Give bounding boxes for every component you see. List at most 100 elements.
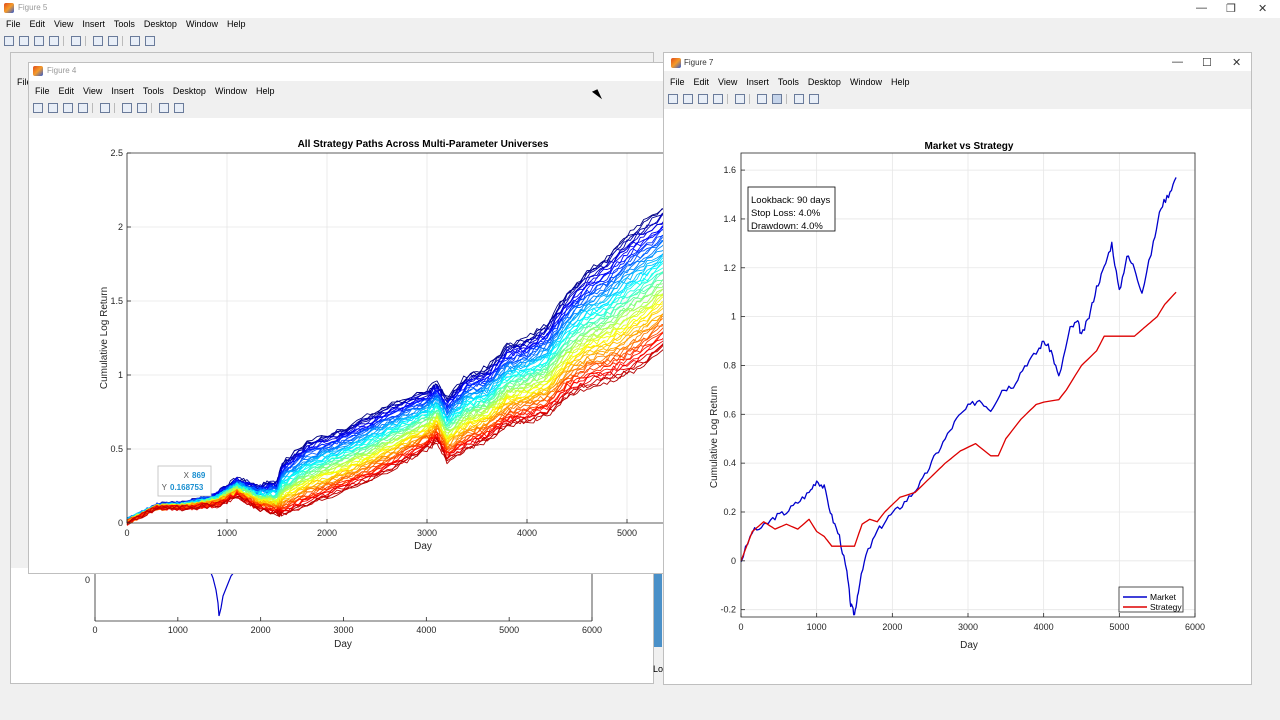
figure7-legend[interactable]: Market Strategy [1118,586,1184,613]
minimize-icon[interactable]: — [1172,56,1183,68]
link-plot-icon[interactable] [100,103,110,113]
menu-view[interactable]: View [83,86,103,96]
figure5-titlebar[interactable]: Figure 5 — ❐ ✕ [0,0,1280,18]
datatip-y-value: 0.168753 [170,483,204,492]
figure7-chart-title: Market vs Strategy [925,141,1014,152]
menu-insert[interactable]: Insert [82,19,105,29]
colorbar-icon[interactable] [122,103,132,113]
annotation-frame [747,186,836,232]
menu-insert[interactable]: Insert [111,86,134,96]
open-file-icon[interactable] [48,103,58,113]
figure7-ytick-label: 0.4 [723,458,736,468]
figure4-grid [127,153,663,523]
hidden-menu-file[interactable]: File [17,77,32,87]
figure4-strategy-path [126,208,663,524]
figure7-ytick-label: 0.2 [723,507,736,517]
figure4-xtick-label: 5000 [617,528,637,538]
figure7-window: Figure 7 — ☐ ✕ File Edit View Insert Tools De… [663,52,1252,685]
menu-tools[interactable]: Tools [777,77,799,87]
partial-blue-strip [654,572,662,647]
new-figure-icon[interactable] [668,94,678,104]
menu-view[interactable]: View [718,77,738,87]
print-icon[interactable] [713,94,723,104]
menu-desktop[interactable]: Desktop [143,19,177,29]
colorbar-icon[interactable] [757,94,767,104]
print-icon[interactable] [49,36,59,46]
close-icon[interactable]: ✕ [1258,3,1268,15]
menu-tools[interactable]: Tools [142,86,164,96]
print-icon[interactable] [78,103,88,113]
maximize-icon[interactable]: ☐ [1202,57,1212,69]
colorbar-icon[interactable] [93,36,103,46]
menu-window[interactable]: Window [185,19,218,29]
open-file-icon[interactable] [19,36,29,46]
figure7-ylabel: Cumulative Log Return [709,386,720,488]
figure4-strategy-path [126,342,663,523]
save-icon[interactable] [63,103,73,113]
figure7-xtick-label: 4000 [1034,622,1054,632]
legend-icon[interactable] [137,103,147,113]
menu-desktop[interactable]: Desktop [172,86,206,96]
save-icon[interactable] [698,94,708,104]
menu-help[interactable]: Help [255,86,275,96]
figure4-xtick-label: 3000 [417,528,437,538]
figure7-xtick-label: 0 [738,622,743,632]
figure4-menubar: File Edit View Insert Tools Desktop Window Help [29,83,663,99]
figure4-titlebar[interactable]: Figure 4 [29,63,663,81]
link-plot-icon[interactable] [735,94,745,104]
menu-view[interactable]: View [54,19,74,29]
figure5-ytick-0: 0 [85,575,90,585]
menu-window[interactable]: Window [849,77,882,87]
menu-edit[interactable]: Edit [29,19,46,29]
edit-plot-icon[interactable] [794,94,804,104]
open-file-icon[interactable] [683,94,693,104]
partial-right-label: Lo [653,664,664,674]
figure7-ytick-label: 0.6 [723,409,736,419]
menu-insert[interactable]: Insert [746,77,769,87]
menu-window[interactable]: Window [214,86,247,96]
menu-edit[interactable]: Edit [693,77,710,87]
property-inspector-icon[interactable] [174,103,184,113]
figure7-xlabel: Day [960,640,978,651]
restore-icon[interactable]: ❐ [1226,3,1236,15]
figure7-titlebar[interactable]: Figure 7 — ☐ ✕ [664,53,1251,71]
close-icon[interactable]: ✕ [1232,57,1242,69]
legend-frame [1118,586,1184,613]
figure5-xtick-label: 6000 [582,625,602,635]
figure7-canvas: 0 1000 2000 3000 4000 5000 6000 -0.2 0 0.2 0.4 0.6 0… [664,109,1251,684]
figure7-xtick-label: 3000 [958,622,978,632]
property-inspector-icon[interactable] [145,36,155,46]
menu-file[interactable]: File [670,77,685,87]
figure4-xtick-label: 1000 [217,528,237,538]
figure5-title: Figure 5 [18,3,48,12]
legend-strategy-label: Strategy [1150,602,1182,612]
save-icon[interactable] [34,36,44,46]
edit-plot-icon[interactable] [130,36,140,46]
new-figure-icon[interactable] [4,36,14,46]
link-plot-icon[interactable] [71,36,81,46]
figure4-window: Figure 4 File Edit View Insert Tools Desktop W… [28,62,664,574]
figure7-chart-svg: 0 1000 2000 3000 4000 5000 6000-0.200.20.40.60… [709,141,1205,651]
annotation-box[interactable]: Lookback: 90 days Stop Loss: 4.0% Drawdo… [747,186,836,232]
menu-tools[interactable]: Tools [113,19,135,29]
legend-icon[interactable] [772,94,782,104]
property-inspector-icon[interactable] [809,94,819,104]
figure5-xtick-label: 5000 [499,625,519,635]
figure5-xtick-label: 2000 [251,625,271,635]
menu-help[interactable]: Help [226,19,246,29]
menu-help[interactable]: Help [890,77,910,87]
edit-plot-icon[interactable] [159,103,169,113]
figure5-market-fragment [208,567,236,617]
figure5-menubar: File Edit View Insert Tools Desktop Window Help [0,16,1280,32]
menu-file[interactable]: File [6,19,21,29]
legend-icon[interactable] [108,36,118,46]
new-figure-icon[interactable] [33,103,43,113]
minimize-icon[interactable]: — [1196,2,1207,14]
menu-edit[interactable]: Edit [58,86,75,96]
datatip[interactable]: X 869 Y 0.168753 [157,465,212,497]
figure4-xtick-label: 2000 [317,528,337,538]
menu-desktop[interactable]: Desktop [807,77,841,87]
menu-file[interactable]: File [35,86,50,96]
toolbar-separator [786,94,787,104]
toolbar-separator [63,36,64,46]
